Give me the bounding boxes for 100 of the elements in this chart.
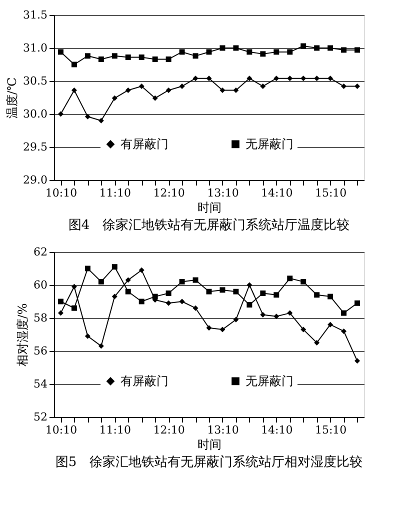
text: 图4 徐家汇地铁站有无屏蔽门系统站厅温度比较: [68, 217, 350, 233]
point: [220, 45, 226, 51]
legend-label: 无屏蔽门: [246, 374, 294, 388]
text: 图5 徐家汇地铁站有无屏蔽门系统站厅相对湿度比较: [55, 454, 363, 470]
point: [206, 76, 212, 82]
point: [341, 84, 347, 90]
point: [71, 62, 77, 68]
point: [314, 76, 320, 82]
point: [260, 290, 266, 296]
point: [233, 316, 239, 322]
point: [84, 114, 90, 120]
point: [125, 288, 131, 294]
x-tick-label: 13:10: [207, 186, 239, 200]
point: [179, 298, 185, 304]
point: [152, 294, 158, 300]
point: [354, 300, 360, 306]
point: [98, 56, 104, 62]
point: [341, 328, 347, 334]
point: [58, 49, 64, 55]
point: [274, 292, 280, 298]
point: [192, 277, 198, 283]
point: [138, 267, 144, 273]
point: [314, 340, 320, 346]
point: [166, 88, 172, 93]
point: [287, 310, 293, 316]
point: [84, 333, 90, 339]
point: [328, 294, 334, 300]
x-tick-label: 14:10: [261, 424, 293, 436]
legend-label: 无屏蔽门: [246, 137, 294, 152]
point: [274, 314, 280, 320]
point: [220, 88, 226, 93]
point: [98, 343, 104, 349]
y-tick-label: 31.5: [23, 8, 48, 22]
point: [233, 88, 239, 93]
point: [125, 88, 131, 93]
y-axis-title: 相对湿度/%: [16, 303, 30, 367]
point: [300, 76, 306, 82]
point: [112, 264, 118, 270]
x-axis-title: 时间: [198, 200, 222, 214]
point: [138, 298, 144, 304]
point: [354, 47, 360, 53]
y-tick-label: 29.0: [23, 174, 48, 186]
point: [287, 49, 293, 55]
y-tick-label: 30.5: [23, 74, 48, 88]
point: [112, 294, 118, 300]
point: [58, 111, 64, 117]
point: [84, 266, 90, 272]
y-tick-label: 52: [34, 410, 48, 424]
y-tick-label: 30.0: [23, 108, 48, 120]
point: [192, 305, 198, 311]
legend-label: 有屏蔽门: [120, 374, 168, 388]
point: [58, 298, 64, 304]
point: [125, 277, 131, 283]
point: [354, 84, 360, 90]
point: [84, 53, 90, 59]
point: [354, 358, 360, 364]
point: [112, 53, 118, 59]
point: [71, 88, 77, 93]
point: [260, 84, 266, 90]
y-tick-label: 58: [34, 312, 48, 324]
point: [179, 84, 185, 90]
x-tick-label: 13:10: [207, 424, 239, 436]
point: [328, 322, 334, 328]
point: [166, 56, 172, 62]
x-tick-label: 12:10: [153, 424, 185, 436]
point: [179, 49, 185, 55]
x-axis-title: 时间: [198, 438, 222, 452]
x-tick-label: 15:10: [314, 424, 347, 436]
y-tick-label: 56: [34, 344, 48, 358]
y-tick-label: 62: [34, 246, 48, 258]
point: [112, 95, 118, 101]
y-axis-title: 温度/℃: [5, 77, 20, 119]
point: [287, 76, 293, 82]
point: [233, 45, 239, 51]
point: [300, 43, 306, 49]
point: [260, 312, 266, 318]
point: [138, 54, 144, 60]
point: [152, 56, 158, 62]
point: [206, 288, 212, 294]
point: [192, 53, 198, 59]
point: [58, 310, 64, 316]
point: [71, 305, 77, 311]
y-tick-label: 31.0: [23, 42, 48, 54]
point: [71, 284, 77, 290]
y-tick-label: 29.5: [23, 140, 48, 154]
y-tick-label: 54: [34, 378, 48, 390]
point: [98, 278, 104, 284]
x-tick-label: 14:10: [261, 186, 293, 200]
x-tick-label: 15:10: [314, 186, 347, 200]
point: [233, 288, 239, 294]
y-tick-label: 60: [34, 278, 48, 292]
point: [246, 302, 252, 308]
point: [274, 76, 280, 82]
point: [314, 45, 320, 51]
point: [274, 49, 280, 55]
x-tick-label: 10:10: [45, 186, 78, 200]
legend-label: 有屏蔽门: [120, 137, 168, 152]
point: [246, 76, 252, 82]
point: [152, 95, 158, 101]
point: [166, 290, 172, 296]
